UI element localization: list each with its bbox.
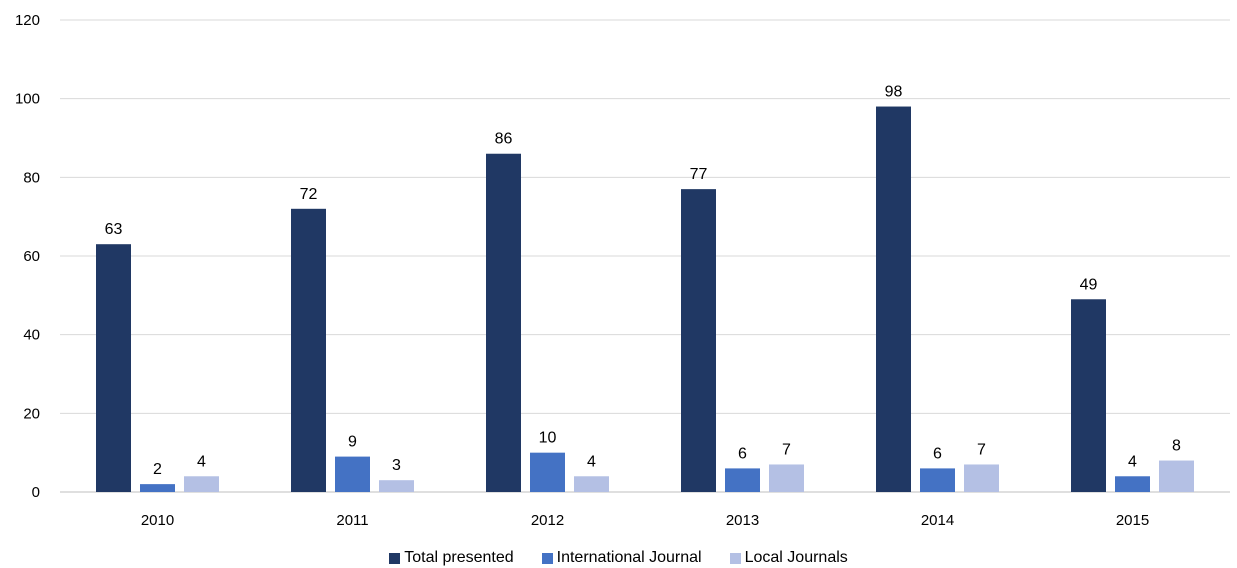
y-tick-label: 0 (32, 484, 40, 501)
x-tick-label: 2013 (726, 512, 759, 529)
bar (96, 244, 131, 492)
y-tick-label: 60 (23, 248, 40, 265)
bar (140, 484, 175, 492)
legend-swatch (389, 552, 401, 564)
bar (335, 456, 370, 492)
x-tick-label: 2015 (1116, 512, 1149, 529)
data-label: 6 (933, 445, 942, 462)
bar (964, 464, 999, 492)
data-label: 7 (977, 441, 986, 458)
y-tick-label: 20 (23, 405, 40, 422)
bar (1115, 476, 1150, 492)
bar (530, 452, 565, 492)
y-tick-label: 40 (23, 327, 40, 344)
y-tick-label: 100 (15, 91, 40, 108)
bar-chart: 0 20 40 60 80 100 120 63 2 4 72 9 3 86 10 4 77 6 7 98 6 7 49 4… (15, 12, 1230, 529)
bar (725, 468, 760, 492)
data-label: 7 (782, 441, 791, 458)
y-tick-label: 120 (15, 12, 40, 29)
legend-item: International Journal (541, 549, 702, 567)
bar (876, 106, 911, 493)
legend-swatch (729, 552, 741, 564)
bar (1071, 299, 1106, 492)
x-tick-label: 2012 (531, 512, 564, 529)
data-label: 4 (197, 453, 206, 470)
legend-label: Local Journals (744, 549, 848, 566)
bar (184, 476, 219, 492)
bars (96, 106, 1194, 493)
legend: Total presented International Journal Loca… (0, 548, 1237, 568)
data-label: 72 (300, 186, 318, 203)
data-label: 3 (392, 457, 401, 474)
data-label: 98 (885, 84, 903, 101)
bar (486, 153, 521, 492)
legend-label: Total presented (404, 549, 514, 566)
bar (379, 480, 414, 492)
x-tick-label: 2011 (336, 512, 368, 529)
legend-item: Local Journals (729, 549, 848, 567)
y-tick-label: 80 (23, 169, 40, 186)
data-label: 77 (690, 166, 708, 183)
x-tick-label: 2010 (141, 512, 174, 529)
y-axis-ticks: 0 20 40 60 80 100 120 (15, 12, 40, 501)
data-label: 49 (1080, 276, 1098, 293)
data-label: 10 (539, 430, 557, 447)
x-tick-label: 2014 (921, 512, 954, 529)
data-label: 6 (738, 445, 747, 462)
data-label: 2 (153, 461, 162, 478)
legend-label: International Journal (556, 549, 702, 566)
gridlines (60, 19, 1230, 493)
legend-item: Total presented (389, 549, 514, 567)
bar (1159, 460, 1194, 492)
data-label: 63 (105, 221, 123, 238)
data-labels: 63 2 4 72 9 3 86 10 4 77 6 7 98 6 7 49 4 8 (105, 84, 1181, 479)
data-label: 9 (348, 434, 357, 451)
bar (574, 476, 609, 492)
x-axis-ticks: 2010 2011 2012 2013 2014 2015 (141, 512, 1149, 529)
data-label: 4 (587, 453, 596, 470)
data-label: 86 (495, 131, 513, 148)
legend-swatch (541, 552, 553, 564)
data-label: 4 (1128, 453, 1137, 470)
bar (291, 208, 326, 493)
bar (769, 464, 804, 492)
data-label: 8 (1172, 438, 1181, 455)
bar (681, 189, 716, 492)
bar (920, 468, 955, 492)
